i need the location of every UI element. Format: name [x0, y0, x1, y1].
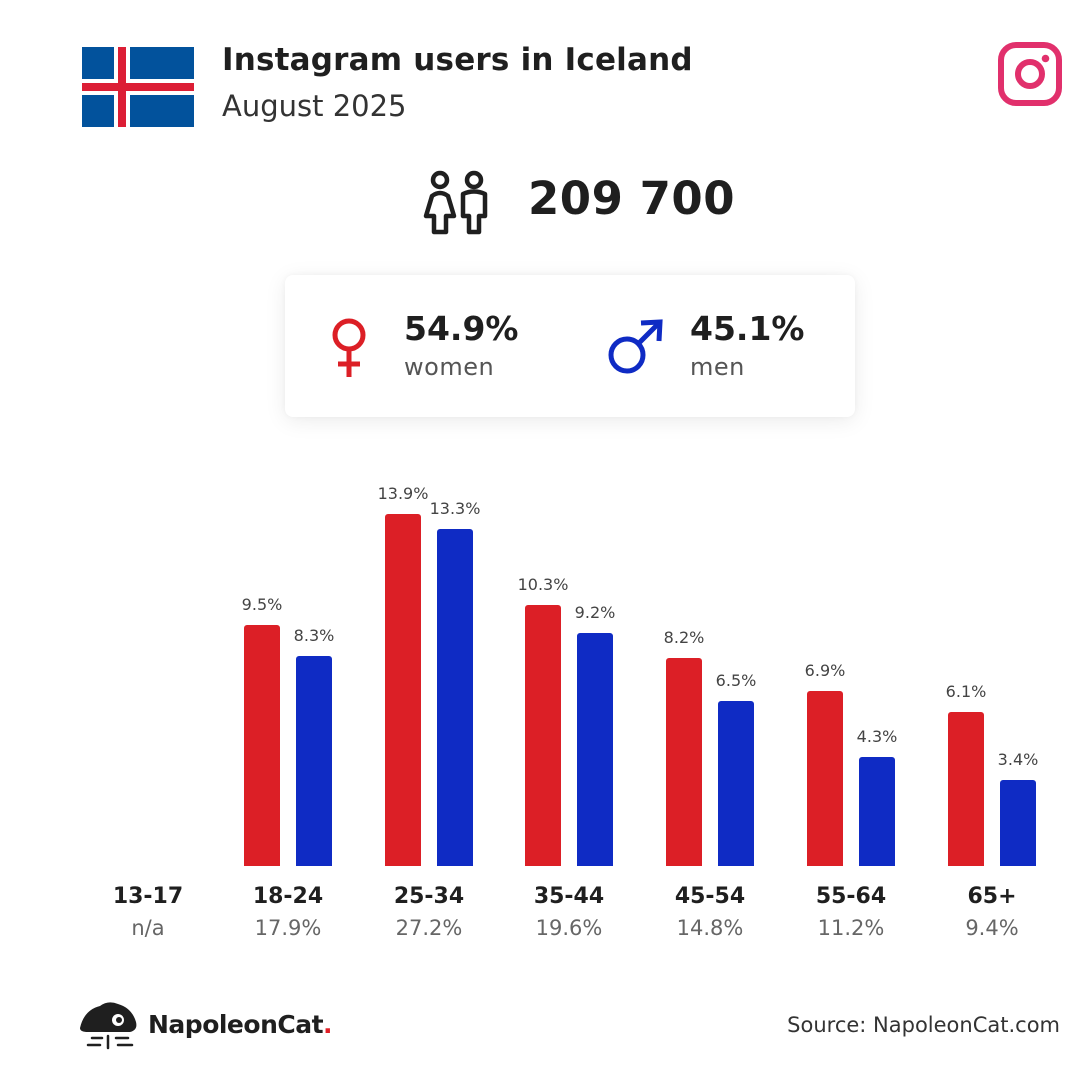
gender-split-card: 54.9% women 45.1% men [285, 275, 855, 417]
bar-men-55-64 [859, 757, 895, 866]
age-group-total: 11.2% [817, 916, 885, 940]
men-label: men [690, 353, 745, 381]
female-icon [332, 318, 366, 377]
instagram-icon [998, 42, 1062, 106]
bar-value-label-women-55-64: 6.9% [804, 661, 846, 681]
age-group-total: 19.6% [535, 916, 603, 940]
bar-women-55-64 [807, 691, 843, 866]
women-percentage: 54.9% [404, 309, 519, 348]
age-group-label: 35-44 [533, 884, 605, 909]
page-subtitle: August 2025 [222, 89, 407, 123]
iceland-flag-icon [82, 47, 194, 127]
bar-value-label-men-35-44: 9.2% [574, 603, 616, 623]
bar-men-18-24 [296, 655, 332, 866]
age-group-total: 9.4% [965, 916, 1019, 940]
bar-value-label-women-35-44: 10.3% [517, 575, 569, 595]
women-label: women [404, 353, 495, 381]
bar-value-label-men-65+: 3.4% [997, 749, 1039, 769]
bar-value-label-women-25-34: 13.9% [377, 484, 429, 503]
source-text: Source: NapoleonCat.com [787, 1013, 1060, 1037]
total-users: 209 700 [528, 172, 736, 225]
bar-women-18-24 [244, 625, 280, 866]
male-icon [608, 319, 663, 374]
age-group-total: n/a [131, 916, 165, 940]
napoleoncat-logo-icon [80, 1002, 137, 1050]
age-group-total: 27.2% [395, 916, 463, 940]
age-group-label: 65+ [967, 884, 1017, 909]
age-group-total: 14.8% [676, 916, 744, 940]
bar-women-25-34 [385, 514, 421, 866]
brand-name: NapoleonCat. [148, 1010, 333, 1039]
bar-women-65+ [948, 711, 984, 866]
users-icon [423, 170, 488, 235]
men-percentage: 45.1% [690, 309, 805, 348]
bar-value-label-men-55-64: 4.3% [856, 727, 898, 747]
bar-value-label-men-45-54: 6.5% [715, 671, 757, 691]
age-group-label: 18-24 [252, 884, 324, 909]
bar-value-label-women-18-24: 9.5% [241, 595, 283, 615]
bar-men-65+ [1000, 779, 1036, 866]
bar-value-label-women-45-54: 8.2% [663, 628, 705, 648]
bar-women-45-54 [666, 658, 702, 866]
bar-men-25-34 [437, 529, 473, 866]
bar-value-label-women-65+: 6.1% [945, 681, 987, 701]
age-group-label: 45-54 [674, 884, 746, 909]
bar-men-45-54 [718, 701, 754, 866]
bar-value-label-men-25-34: 13.3% [429, 499, 481, 519]
age-group-label: 55-64 [815, 884, 887, 909]
age-group-total: 17.9% [254, 916, 322, 940]
age-group-label: 25-34 [393, 884, 465, 909]
bar-value-label-men-18-24: 8.3% [293, 625, 335, 645]
bar-men-35-44 [577, 633, 613, 866]
age-group-label: 13-17 [112, 884, 184, 909]
page-title: Instagram users in Iceland [222, 42, 693, 78]
bar-women-35-44 [525, 605, 561, 866]
